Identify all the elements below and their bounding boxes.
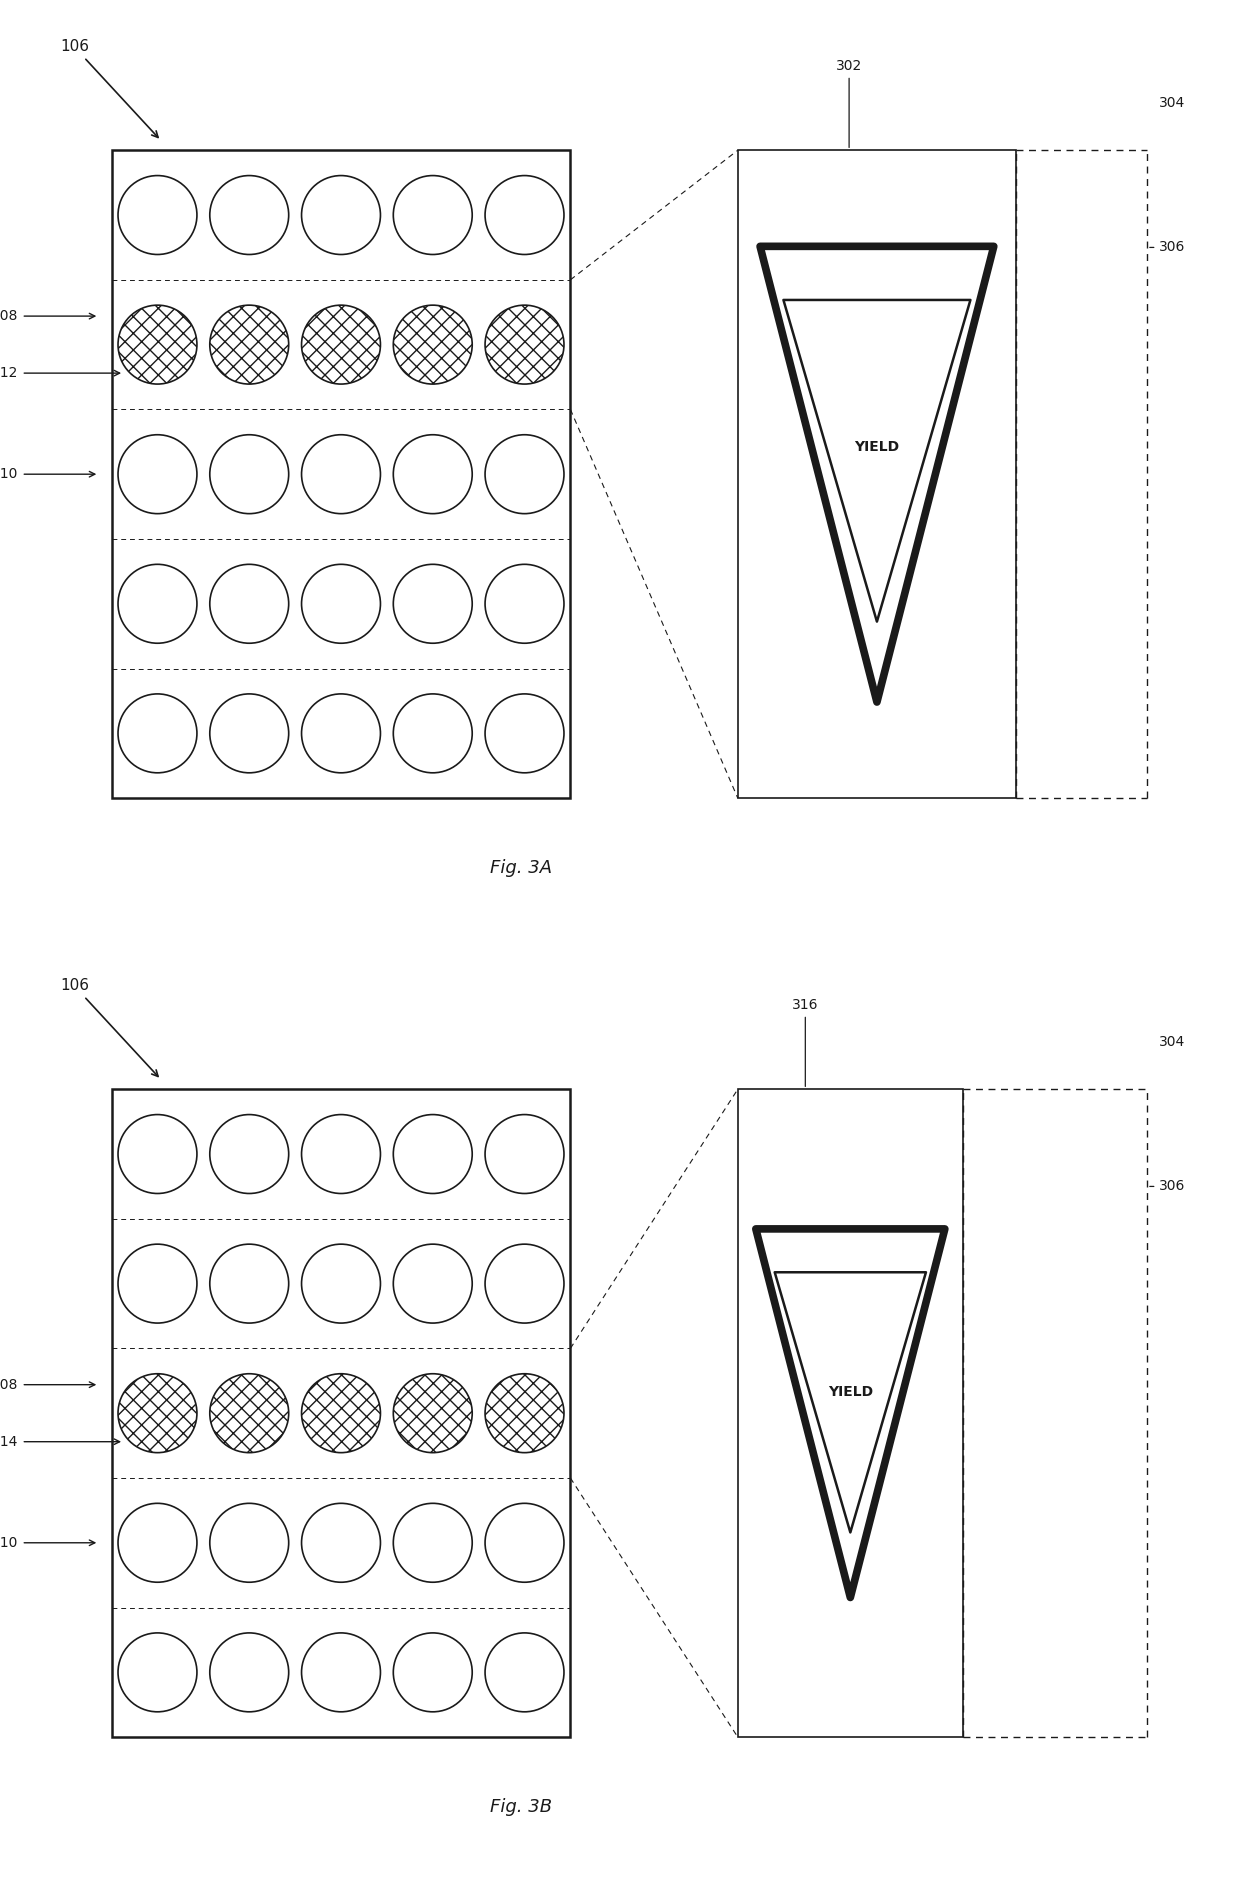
Ellipse shape <box>485 1502 564 1583</box>
Ellipse shape <box>301 1502 381 1583</box>
Ellipse shape <box>485 1243 564 1324</box>
Ellipse shape <box>118 1243 197 1324</box>
Ellipse shape <box>210 434 289 515</box>
Polygon shape <box>784 300 971 622</box>
Ellipse shape <box>393 1373 472 1454</box>
Ellipse shape <box>118 1632 197 1713</box>
Polygon shape <box>756 1228 945 1598</box>
Ellipse shape <box>301 693 381 774</box>
Ellipse shape <box>118 693 197 774</box>
Text: 312: 312 <box>0 366 120 379</box>
Ellipse shape <box>393 693 472 774</box>
Ellipse shape <box>485 1114 564 1194</box>
Text: 306: 306 <box>1149 240 1185 254</box>
Ellipse shape <box>485 304 564 385</box>
Text: YIELD: YIELD <box>854 439 899 454</box>
Ellipse shape <box>301 304 381 385</box>
Ellipse shape <box>301 1373 381 1454</box>
Text: 310: 310 <box>0 1536 95 1549</box>
Ellipse shape <box>118 563 197 644</box>
Ellipse shape <box>485 434 564 515</box>
Text: 308: 308 <box>0 1378 95 1392</box>
Text: 306: 306 <box>1149 1179 1185 1193</box>
Ellipse shape <box>485 563 564 644</box>
Ellipse shape <box>393 1243 472 1324</box>
Ellipse shape <box>210 1243 289 1324</box>
Ellipse shape <box>485 1632 564 1713</box>
Ellipse shape <box>301 1632 381 1713</box>
Text: 106: 106 <box>60 39 157 137</box>
Bar <box>738 150 1016 798</box>
Text: 304: 304 <box>1159 96 1185 111</box>
Ellipse shape <box>210 1373 289 1454</box>
Ellipse shape <box>301 175 381 255</box>
Text: 304: 304 <box>1159 1035 1185 1050</box>
Ellipse shape <box>485 693 564 774</box>
Text: 314: 314 <box>0 1435 120 1448</box>
Ellipse shape <box>118 1373 197 1454</box>
Text: 308: 308 <box>0 310 95 323</box>
Ellipse shape <box>393 175 472 255</box>
Ellipse shape <box>210 175 289 255</box>
Bar <box>738 1089 962 1737</box>
Ellipse shape <box>301 563 381 644</box>
Ellipse shape <box>485 1373 564 1454</box>
Ellipse shape <box>393 304 472 385</box>
Ellipse shape <box>393 434 472 515</box>
Ellipse shape <box>118 175 197 255</box>
Ellipse shape <box>118 1502 197 1583</box>
Ellipse shape <box>210 563 289 644</box>
Polygon shape <box>775 1271 926 1532</box>
Ellipse shape <box>210 304 289 385</box>
Text: 310: 310 <box>0 468 95 481</box>
Ellipse shape <box>210 1114 289 1194</box>
Ellipse shape <box>210 1632 289 1713</box>
Bar <box>112 150 570 798</box>
Ellipse shape <box>301 434 381 515</box>
Ellipse shape <box>485 175 564 255</box>
Ellipse shape <box>210 693 289 774</box>
Ellipse shape <box>393 563 472 644</box>
Polygon shape <box>760 246 993 702</box>
Text: Fig. 3A: Fig. 3A <box>490 858 552 877</box>
Text: YIELD: YIELD <box>828 1384 873 1399</box>
Ellipse shape <box>301 1243 381 1324</box>
Ellipse shape <box>210 1502 289 1583</box>
Text: Fig. 3B: Fig. 3B <box>490 1797 552 1816</box>
Text: 302: 302 <box>836 58 862 148</box>
Ellipse shape <box>393 1114 472 1194</box>
Ellipse shape <box>301 1114 381 1194</box>
Ellipse shape <box>393 1632 472 1713</box>
Ellipse shape <box>393 1502 472 1583</box>
Ellipse shape <box>118 1114 197 1194</box>
Text: 106: 106 <box>60 978 157 1076</box>
Bar <box>112 1089 570 1737</box>
Ellipse shape <box>118 434 197 515</box>
Ellipse shape <box>118 304 197 385</box>
Text: 316: 316 <box>792 997 818 1087</box>
